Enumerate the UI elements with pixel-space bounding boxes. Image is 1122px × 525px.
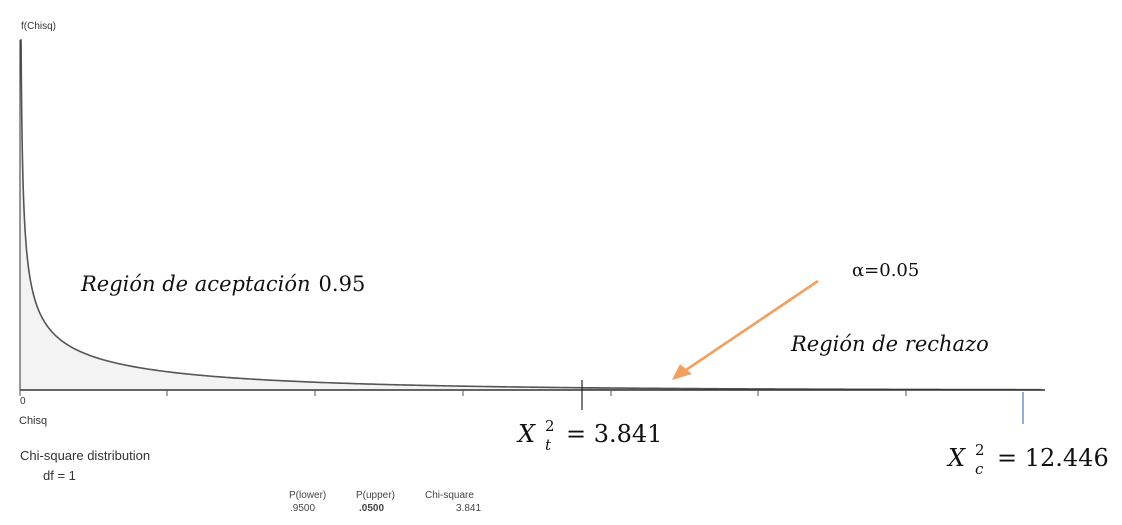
caption-df: df = 1 <box>43 468 76 483</box>
acceptance-region-fill <box>20 40 582 390</box>
stats-header-plower: P(lower) <box>289 490 326 501</box>
critical-value-eq: = 3.841 <box>566 420 662 448</box>
critical-value-sup: 2 <box>545 417 555 435</box>
calculated-value-eq: = 12.446 <box>997 444 1109 472</box>
calculated-value-sub: c <box>975 460 984 478</box>
caption-distribution: Chi-square distribution <box>20 448 150 463</box>
alpha-arrow <box>683 281 818 372</box>
calculated-value-sup: 2 <box>975 441 985 459</box>
y-axis-label: f(Chisq) <box>21 21 56 32</box>
critical-value-label: X <box>516 420 536 448</box>
x-axis-ticks <box>20 390 906 396</box>
critical-value-sub: t <box>545 436 552 454</box>
stats-header-pupper: P(upper) <box>356 490 395 501</box>
stats-value-pupper: .0500 <box>359 503 384 514</box>
stats-header-chisquare: Chi-square <box>425 490 474 501</box>
x-tick-label-zero: 0 <box>20 396 26 407</box>
rejection-annotation: Región de rechazo <box>790 332 989 356</box>
acceptance-annotation: Región de aceptación 0.95 <box>80 272 365 296</box>
alpha-annotation: α=0.05 <box>852 260 919 281</box>
stats-value-chisquare: 3.841 <box>456 503 481 514</box>
x-axis-label: Chisq <box>19 415 47 427</box>
stats-value-plower: .9500 <box>290 503 315 514</box>
calculated-value-label: X <box>946 444 966 472</box>
